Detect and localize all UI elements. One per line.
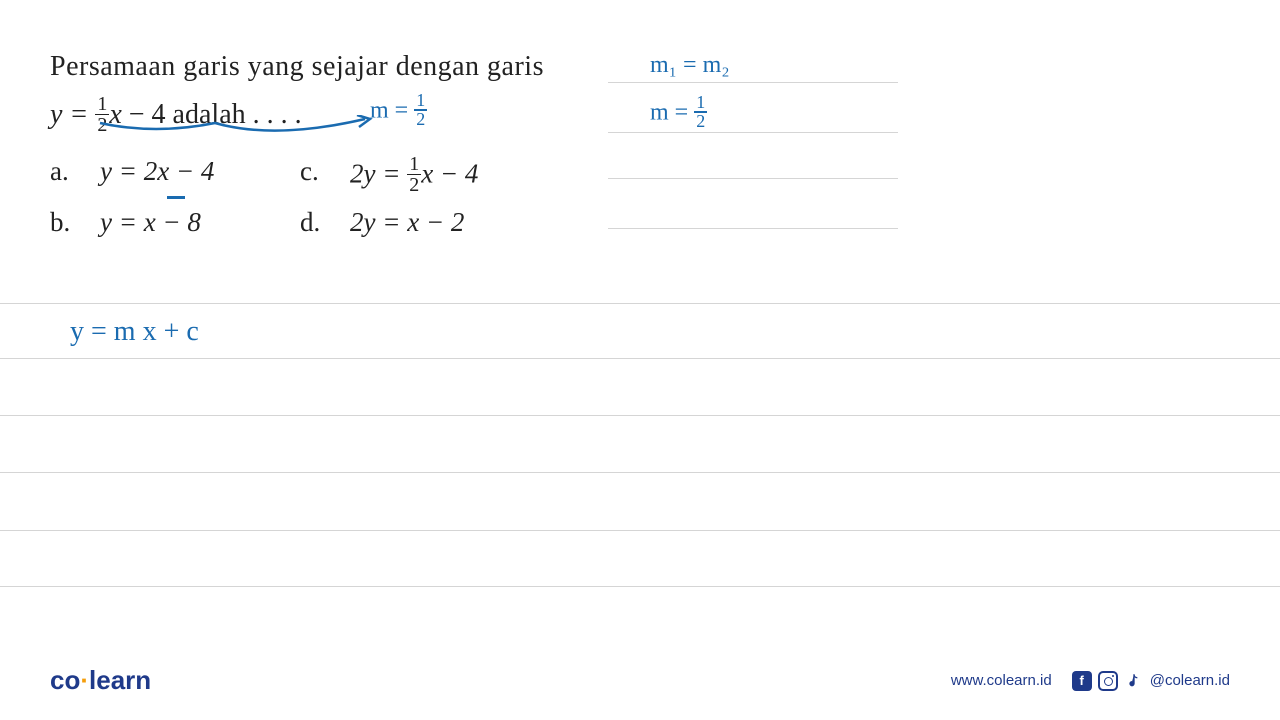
option-label-c: c. xyxy=(300,156,350,197)
option-row: a. y = 2x − 4 c. 2y = 12x − 4 xyxy=(50,156,478,197)
option-eq-a: y = 2x − 4 xyxy=(100,156,300,197)
social-icons: f @colearn.id xyxy=(1072,671,1230,691)
rule-line xyxy=(0,415,1280,416)
footer: co·learn www.colearn.id f @colearn.id xyxy=(0,665,1280,696)
rule-line xyxy=(0,530,1280,531)
rule-line xyxy=(608,82,898,83)
option-eq-c: 2y = 12x − 4 xyxy=(350,156,478,197)
rule-line xyxy=(0,358,1280,359)
worksheet-page: Persamaan garis yang sejajar dengan gari… xyxy=(0,0,1280,720)
footer-url: www.colearn.id xyxy=(951,672,1052,689)
option-label-d: d. xyxy=(300,207,350,238)
logo-co: co xyxy=(50,665,80,695)
instagram-icon xyxy=(1098,671,1118,691)
option-eq-d: 2y = x − 2 xyxy=(350,207,464,238)
option-eq-b: y = x − 8 xyxy=(100,207,300,238)
hand-note-ymxc: y = m x + c xyxy=(70,316,199,348)
options-block: a. y = 2x − 4 c. 2y = 12x − 4 b. y = x −… xyxy=(50,156,478,248)
hand-m-equals-half: m = 12 xyxy=(370,94,427,130)
logo-dot: · xyxy=(80,665,89,695)
hand-note-m-half: m = 12 xyxy=(650,96,707,132)
option-label-a: a. xyxy=(50,156,100,197)
rule-line xyxy=(0,586,1280,587)
arrow-underline xyxy=(95,115,385,145)
question-line-1: Persamaan garis yang sejajar dengan gari… xyxy=(50,46,544,88)
logo: co·learn xyxy=(50,665,151,696)
option-row: b. y = x − 8 d. 2y = x − 2 xyxy=(50,207,478,238)
footer-right: www.colearn.id f @colearn.id xyxy=(951,671,1230,691)
rule-line xyxy=(608,178,898,179)
facebook-icon: f xyxy=(1072,671,1092,691)
hand-fraction: 12 xyxy=(414,92,427,128)
tiktok-icon xyxy=(1124,671,1144,691)
rule-line xyxy=(608,228,898,229)
logo-learn: learn xyxy=(89,665,151,695)
hand-fraction: 12 xyxy=(694,94,707,130)
rule-line xyxy=(0,472,1280,473)
footer-handle: @colearn.id xyxy=(1150,672,1230,689)
hand-underline-2 xyxy=(167,196,185,199)
hand-note-m1-m2: m₁ = m₂ xyxy=(650,52,730,79)
eq-prefix: y = xyxy=(50,99,95,130)
option-label-b: b. xyxy=(50,207,100,238)
rule-line xyxy=(0,303,1280,304)
